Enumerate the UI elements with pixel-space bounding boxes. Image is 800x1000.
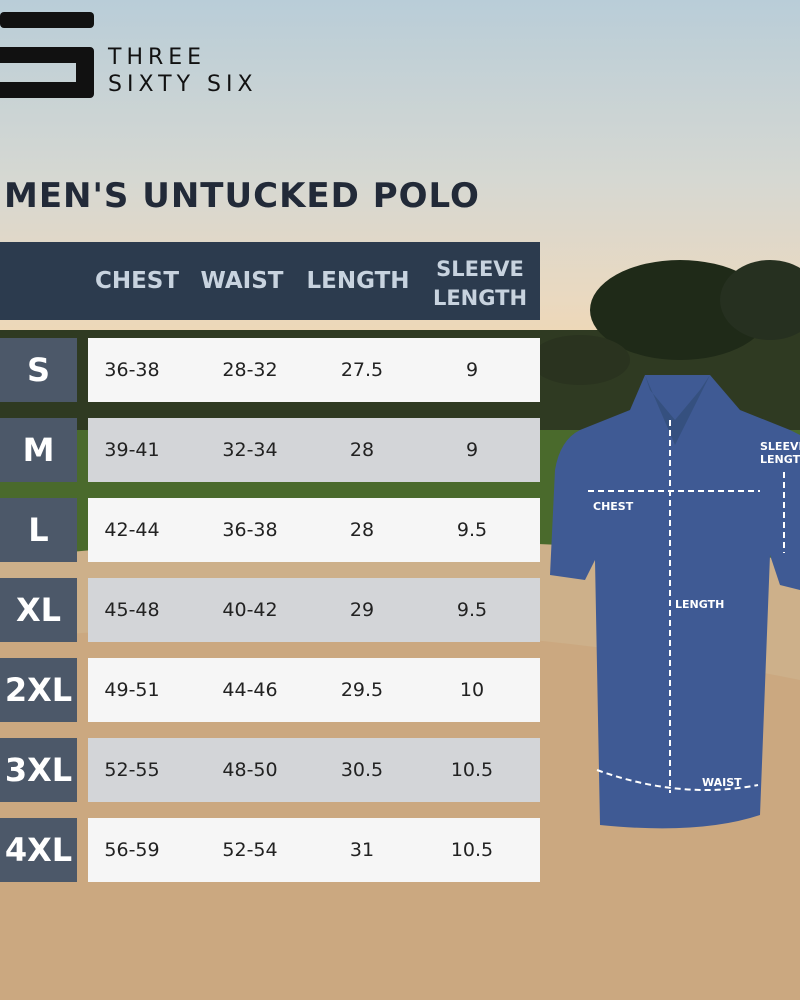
waist-value: 40-42 <box>222 599 278 621</box>
chest-value: 52-55 <box>104 759 160 781</box>
size-label: M <box>0 418 77 482</box>
size-label: S <box>0 338 77 402</box>
page-title: MEN'S UNTUCKED POLO <box>4 176 480 216</box>
brand-line2: SIXTY SIX <box>108 72 258 97</box>
sleeve-value: 9.5 <box>456 599 488 621</box>
waist-value: 32-34 <box>222 439 278 461</box>
table-header: CHEST WAIST LENGTH SLEEVE LENGTH <box>0 242 540 320</box>
size-values: 36-38 28-32 27.5 9 <box>88 338 540 402</box>
sleeve-label-2: LENGTH <box>760 453 800 466</box>
size-values: 56-59 52-54 31 10.5 <box>88 818 540 882</box>
chest-value: 36-38 <box>104 359 160 381</box>
header-sleeve-length: SLEEVE LENGTH <box>432 257 528 310</box>
chest-value: 45-48 <box>104 599 160 621</box>
length-value: 30.5 <box>340 759 384 781</box>
waist-value: 52-54 <box>222 839 278 861</box>
waist-label: WAIST <box>702 776 742 789</box>
size-label: 2XL <box>0 658 77 722</box>
sleeve-label-1: SLEEVE <box>760 440 800 453</box>
chest-value: 39-41 <box>104 439 160 461</box>
size-label: 4XL <box>0 818 77 882</box>
length-value: 31 <box>349 839 375 861</box>
chest-value: 56-59 <box>104 839 160 861</box>
waist-value: 44-46 <box>222 679 278 701</box>
size-values: 42-44 36-38 28 9.5 <box>88 498 540 562</box>
table-row: S 36-38 28-32 27.5 9 <box>0 338 540 402</box>
table-row: 2XL 49-51 44-46 29.5 10 <box>0 658 540 722</box>
length-label: LENGTH <box>675 598 724 611</box>
chest-value: 49-51 <box>104 679 160 701</box>
polo-shirt-shape <box>550 375 800 829</box>
brand-name: THREE SIXTY SIX <box>108 44 258 98</box>
sleeve-value: 10.5 <box>450 839 494 861</box>
header-waist: WAIST <box>200 268 284 294</box>
header-chest: CHEST <box>94 268 180 294</box>
size-values: 39-41 32-34 28 9 <box>88 418 540 482</box>
size-label: XL <box>0 578 77 642</box>
size-values: 49-51 44-46 29.5 10 <box>88 658 540 722</box>
length-value: 28 <box>349 519 375 541</box>
sleeve-value: 10.5 <box>450 759 494 781</box>
length-value: 29.5 <box>340 679 384 701</box>
size-label: L <box>0 498 77 562</box>
length-value: 27.5 <box>340 359 384 381</box>
table-row: XL 45-48 40-42 29 9.5 <box>0 578 540 642</box>
chest-label: CHEST <box>593 500 634 513</box>
table-row: 4XL 56-59 52-54 31 10.5 <box>0 818 540 882</box>
brand-logo-icon <box>0 12 94 98</box>
waist-value: 48-50 <box>222 759 278 781</box>
length-value: 28 <box>349 439 375 461</box>
header-length: LENGTH <box>306 268 410 294</box>
waist-value: 36-38 <box>222 519 278 541</box>
length-value: 29 <box>349 599 375 621</box>
brand-line1: THREE <box>108 45 207 70</box>
table-row: M 39-41 32-34 28 9 <box>0 418 540 482</box>
table-row: 3XL 52-55 48-50 30.5 10.5 <box>0 738 540 802</box>
sleeve-value: 9 <box>465 439 479 461</box>
waist-value: 28-32 <box>222 359 278 381</box>
size-values: 45-48 40-42 29 9.5 <box>88 578 540 642</box>
sleeve-value: 10 <box>459 679 485 701</box>
size-label: 3XL <box>0 738 77 802</box>
chest-value: 42-44 <box>104 519 160 541</box>
polo-shirt-diagram: CHEST LENGTH WAIST SLEEVE LENGTH <box>550 375 800 829</box>
sleeve-value: 9 <box>465 359 479 381</box>
sleeve-value: 9.5 <box>456 519 488 541</box>
size-values: 52-55 48-50 30.5 10.5 <box>88 738 540 802</box>
table-row: L 42-44 36-38 28 9.5 <box>0 498 540 562</box>
